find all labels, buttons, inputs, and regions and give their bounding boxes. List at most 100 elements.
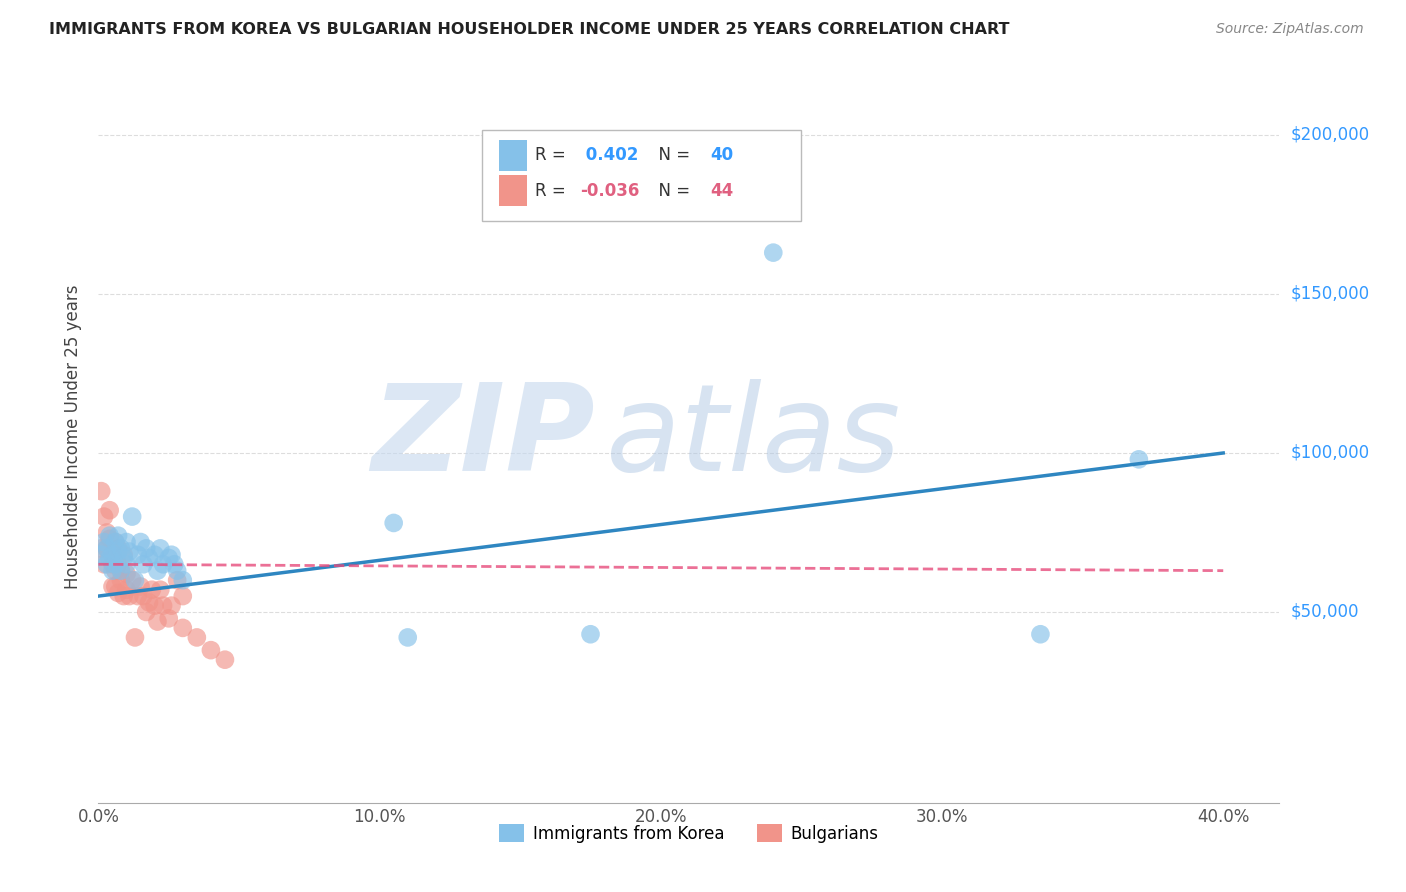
- Immigrants from Korea: [110, 564, 132, 578]
- Text: $200,000: $200,000: [1291, 126, 1369, 144]
- Immigrants from Korea: [101, 564, 124, 578]
- Text: $150,000: $150,000: [1291, 285, 1369, 303]
- Legend: Immigrants from Korea, Bulgarians: Immigrants from Korea, Bulgarians: [492, 818, 886, 849]
- Bulgarians: [172, 589, 194, 603]
- Immigrants from Korea: [166, 564, 188, 578]
- FancyBboxPatch shape: [482, 130, 801, 221]
- Bulgarians: [93, 509, 115, 524]
- Bulgarians: [93, 558, 115, 572]
- Immigrants from Korea: [157, 550, 180, 565]
- Text: N =: N =: [648, 146, 695, 164]
- Immigrants from Korea: [107, 529, 129, 543]
- Immigrants from Korea: [124, 573, 146, 587]
- Immigrants from Korea: [98, 550, 121, 565]
- Bulgarians: [152, 599, 174, 613]
- Bulgarians: [104, 535, 127, 549]
- Immigrants from Korea: [172, 573, 194, 587]
- Y-axis label: Householder Income Under 25 years: Householder Income Under 25 years: [65, 285, 83, 590]
- Bulgarians: [98, 532, 121, 546]
- Immigrants from Korea: [132, 558, 155, 572]
- Text: IMMIGRANTS FROM KOREA VS BULGARIAN HOUSEHOLDER INCOME UNDER 25 YEARS CORRELATION: IMMIGRANTS FROM KOREA VS BULGARIAN HOUSE…: [49, 22, 1010, 37]
- Text: ZIP: ZIP: [371, 378, 595, 496]
- Immigrants from Korea: [96, 541, 118, 556]
- Bulgarians: [98, 503, 121, 517]
- Bulgarians: [107, 541, 129, 556]
- Bulgarians: [143, 599, 166, 613]
- Bulgarians: [101, 580, 124, 594]
- Text: R =: R =: [536, 182, 571, 200]
- Immigrants from Korea: [160, 548, 183, 562]
- Immigrants from Korea: [115, 558, 138, 572]
- Bulgarians: [90, 541, 112, 556]
- Bulgarians: [160, 599, 183, 613]
- Immigrants from Korea: [1029, 627, 1052, 641]
- Bulgarians: [146, 615, 169, 629]
- Immigrants from Korea: [135, 541, 157, 556]
- Bulgarians: [200, 643, 222, 657]
- Immigrants from Korea: [121, 509, 143, 524]
- Bulgarians: [101, 548, 124, 562]
- Immigrants from Korea: [396, 631, 419, 645]
- Bulgarians: [149, 582, 172, 597]
- Bulgarians: [138, 595, 160, 609]
- Bulgarians: [129, 580, 152, 594]
- Immigrants from Korea: [101, 548, 124, 562]
- Bulgarians: [118, 589, 141, 603]
- Bulgarians: [172, 621, 194, 635]
- Text: 44: 44: [710, 182, 734, 200]
- Immigrants from Korea: [112, 550, 135, 565]
- FancyBboxPatch shape: [499, 140, 527, 171]
- Text: 40: 40: [710, 146, 734, 164]
- Immigrants from Korea: [90, 548, 112, 562]
- Bulgarians: [135, 605, 157, 619]
- Immigrants from Korea: [138, 550, 160, 565]
- Text: atlas: atlas: [606, 378, 901, 496]
- Immigrants from Korea: [115, 535, 138, 549]
- Bulgarians: [96, 525, 118, 540]
- Bulgarians: [107, 558, 129, 572]
- FancyBboxPatch shape: [499, 175, 527, 206]
- Immigrants from Korea: [127, 548, 149, 562]
- Text: N =: N =: [648, 182, 695, 200]
- Bulgarians: [124, 631, 146, 645]
- Text: $50,000: $50,000: [1291, 603, 1360, 621]
- Bulgarians: [101, 558, 124, 572]
- Bulgarians: [90, 484, 112, 499]
- Bulgarians: [96, 541, 118, 556]
- Immigrants from Korea: [129, 535, 152, 549]
- Bulgarians: [166, 573, 188, 587]
- Bulgarians: [186, 631, 208, 645]
- Immigrants from Korea: [104, 535, 127, 549]
- Immigrants from Korea: [1128, 452, 1150, 467]
- Bulgarians: [107, 586, 129, 600]
- Bulgarians: [141, 582, 163, 597]
- Immigrants from Korea: [118, 544, 141, 558]
- Bulgarians: [121, 573, 143, 587]
- Immigrants from Korea: [149, 541, 172, 556]
- Immigrants from Korea: [382, 516, 405, 530]
- Immigrants from Korea: [93, 535, 115, 549]
- Immigrants from Korea: [143, 548, 166, 562]
- Bulgarians: [214, 653, 236, 667]
- Immigrants from Korea: [110, 541, 132, 556]
- Bulgarians: [115, 566, 138, 581]
- Immigrants from Korea: [762, 245, 785, 260]
- Bulgarians: [104, 564, 127, 578]
- Immigrants from Korea: [98, 529, 121, 543]
- Immigrants from Korea: [152, 558, 174, 572]
- Bulgarians: [157, 611, 180, 625]
- Bulgarians: [112, 548, 135, 562]
- Text: 0.402: 0.402: [581, 146, 638, 164]
- Text: Source: ZipAtlas.com: Source: ZipAtlas.com: [1216, 22, 1364, 37]
- Text: $100,000: $100,000: [1291, 444, 1369, 462]
- Bulgarians: [132, 589, 155, 603]
- Bulgarians: [110, 564, 132, 578]
- Bulgarians: [110, 573, 132, 587]
- Immigrants from Korea: [107, 544, 129, 558]
- Immigrants from Korea: [163, 558, 186, 572]
- Immigrants from Korea: [146, 564, 169, 578]
- Bulgarians: [104, 580, 127, 594]
- Text: R =: R =: [536, 146, 571, 164]
- Bulgarians: [127, 589, 149, 603]
- Text: -0.036: -0.036: [581, 182, 640, 200]
